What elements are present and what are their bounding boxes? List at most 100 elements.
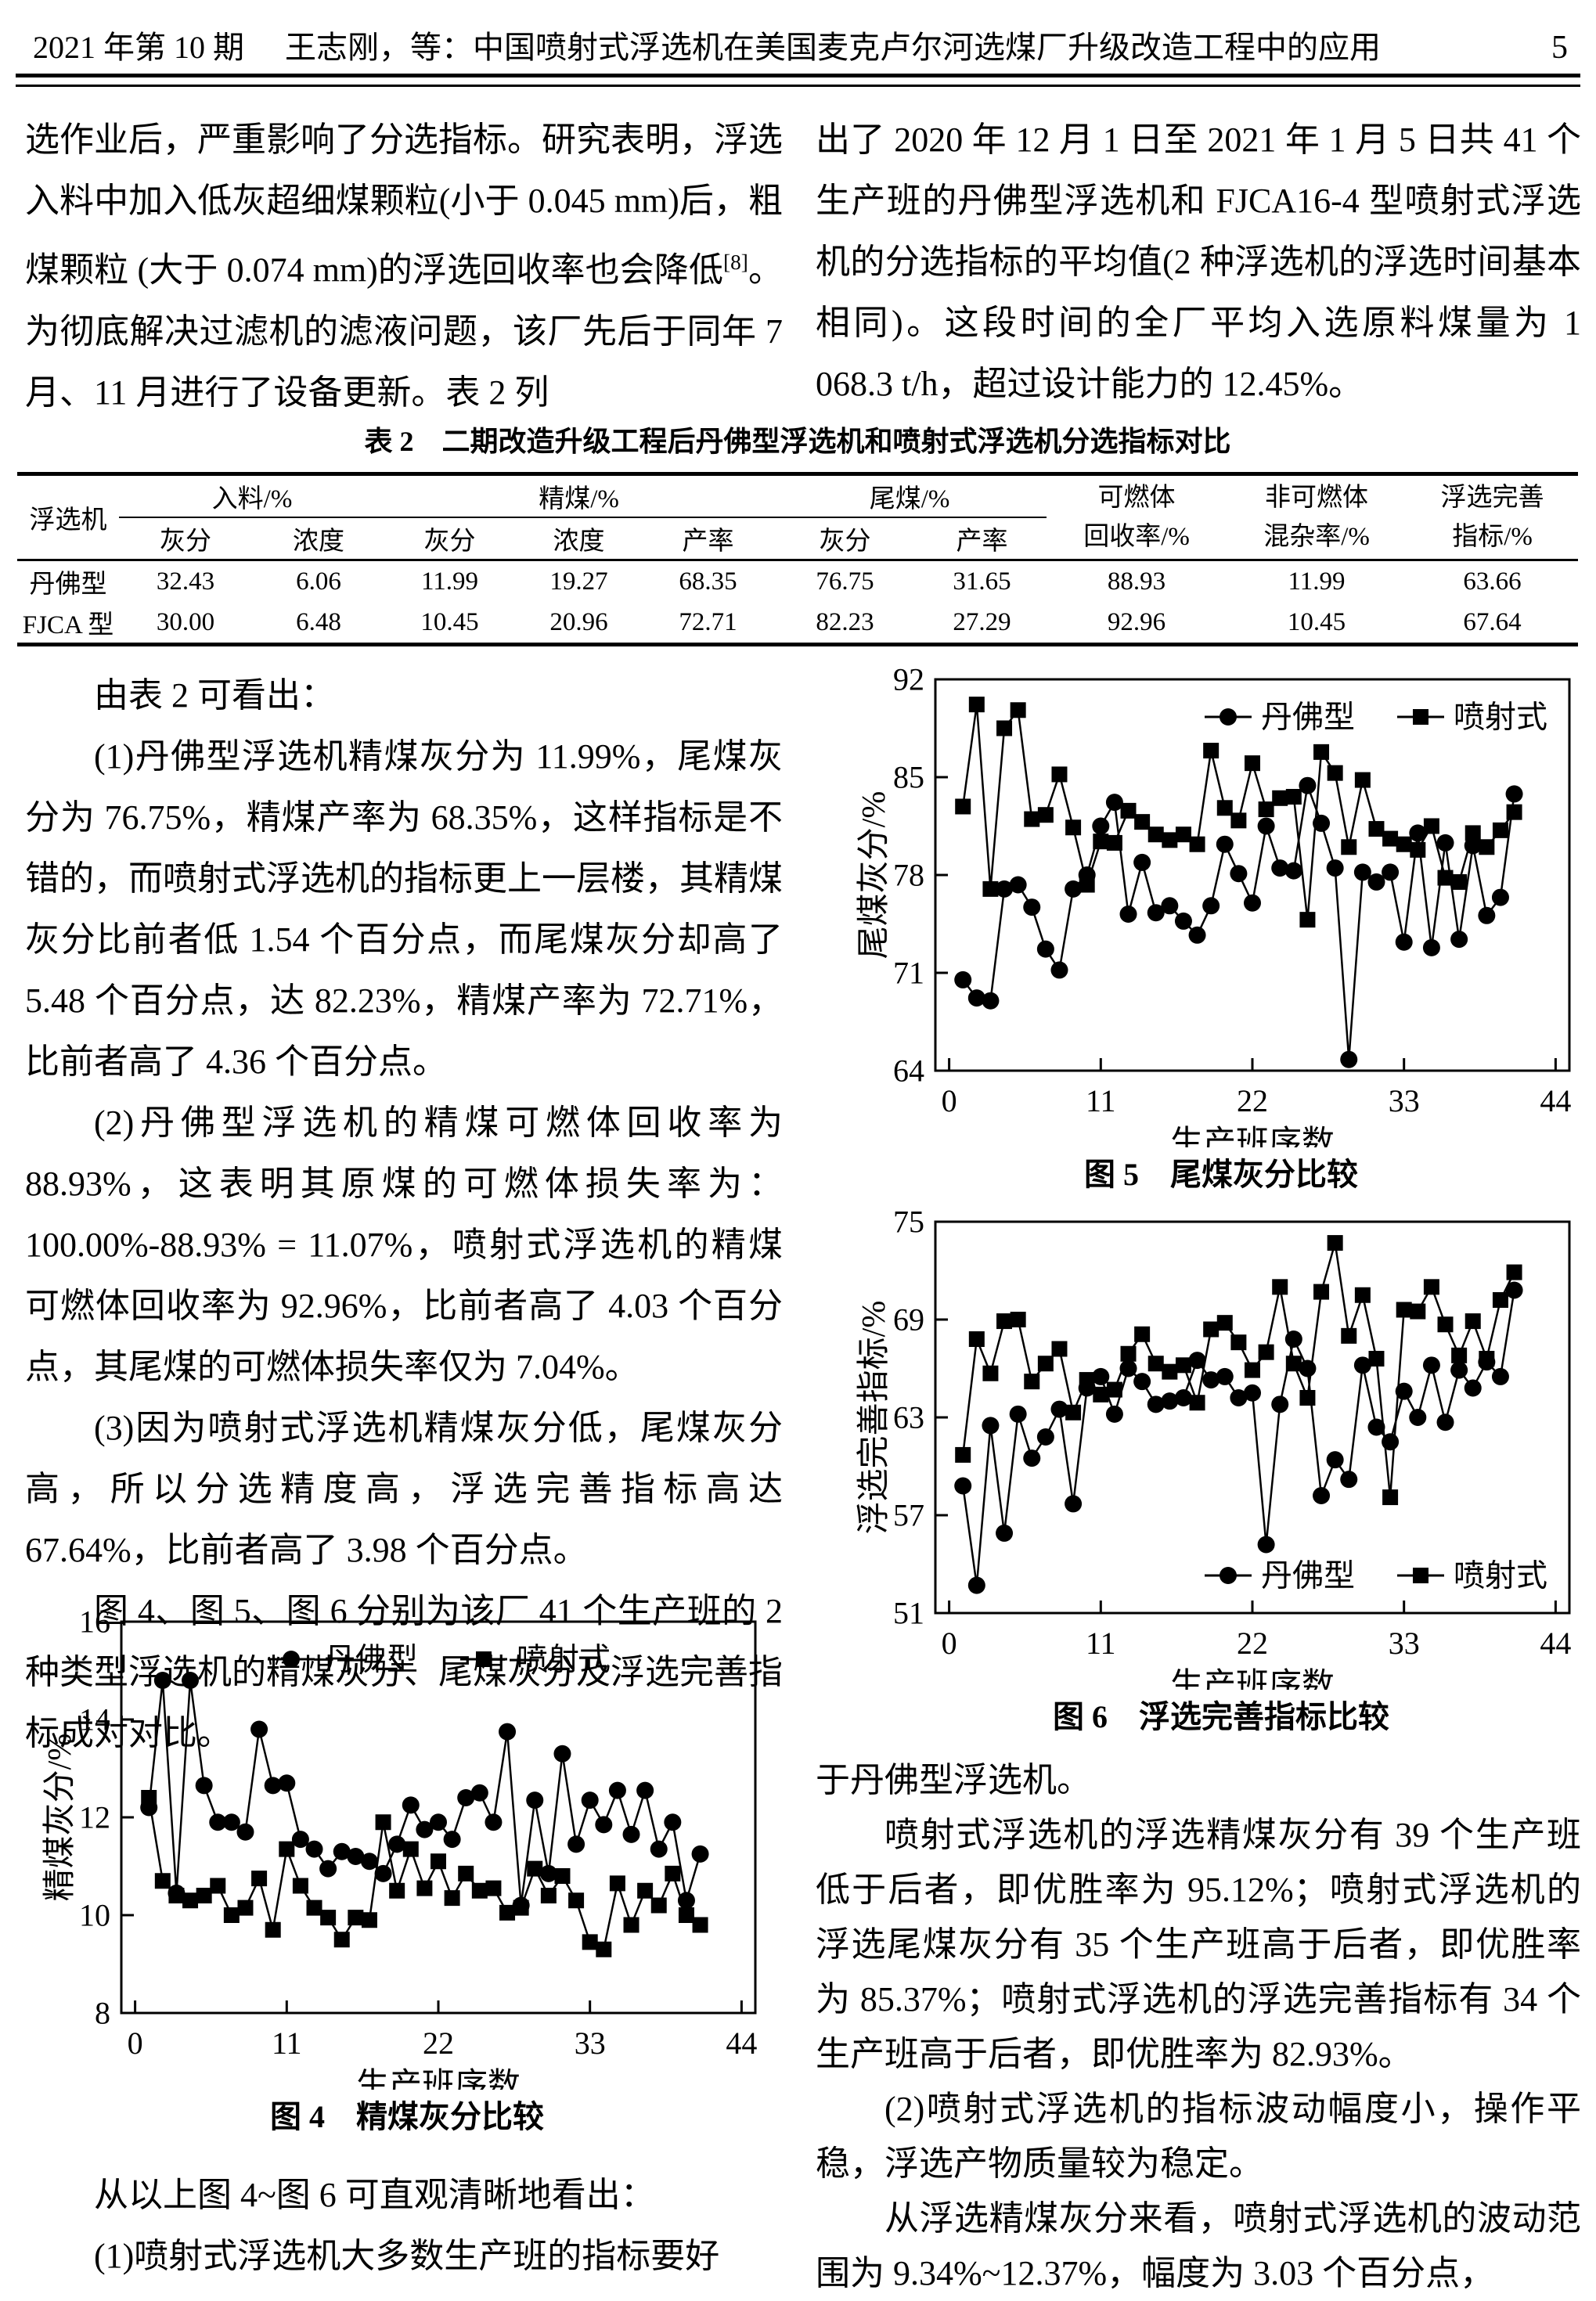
journal-issue: 2021 年第 10 期 [33,30,244,65]
data-point [1120,1345,1137,1362]
series-丹佛型 [140,1672,709,1914]
col-header-tailings-yield: 产率 [917,517,1047,561]
table-row: FJCA 型 30.00 6.48 10.45 20.96 72.71 82.23 27.29… [17,602,1578,645]
data-point [251,1871,268,1887]
cell-machine: FJCA 型 [22,611,114,639]
figure-caption: 图 4 精煤灰分比较 [270,2099,544,2134]
table-2: 浮选机 入料/% 精煤/% 尾煤/% 可燃体 回收率/% 非可燃体 混杂率/% … [17,472,1579,646]
legend: 丹佛型 喷射式 [1205,700,1547,735]
legend-label: 喷射式 [517,1642,611,1677]
data-point [1093,1386,1109,1403]
data-point [196,1888,212,1903]
left-column-discussion: 由表 2 可看出： (1)丹佛型浮选机精煤灰分为 11.99%，尾煤灰分为 76.… [25,665,783,1764]
data-point [1009,1405,1027,1423]
fig4-plot: 8 10 12 14 16 0 11 22 33 44 精煤灰分/% 生产班序数 丹佛型 喷射式 [42,1609,757,2090]
data-point [1092,817,1110,835]
data-point [1437,870,1454,886]
data-point [1230,1389,1248,1406]
data-point [1133,853,1151,871]
y-axis-title: 浮选完善指标/% [856,1301,892,1535]
data-point [1271,1395,1289,1413]
data-point [1423,818,1439,834]
x-tick-label: 0 [128,2026,143,2061]
data-point [457,1789,475,1806]
data-point [320,1910,337,1926]
col-header-clean-yield: 产率 [643,517,773,561]
paragraph: (2)丹佛型浮选机的精煤可燃体回收率为 88.93%，这表明其原煤的可燃体损失率… [25,1104,783,1386]
paragraph: 从浮选精煤灰分来看，喷射式浮选机的波动范围为 9.34%~12.37%，幅度为 … [816,2199,1581,2292]
data-point [1147,1356,1164,1372]
figure-5: 64 71 78 85 92 0 11 22 33 44 尾煤灰分/% 生产班序数 丹佛型 喷射式 图 5… [849,667,1593,1194]
x-tick-label: 11 [272,2026,302,2061]
data-point [1202,1371,1220,1389]
paragraph: 从以上图 4~图 6 可直观清晰地看出： [94,2176,655,2214]
data-point [222,1813,240,1831]
data-point [1491,1367,1509,1385]
data-point [1341,839,1357,855]
x-tick-label: 22 [1237,1626,1268,1661]
data-point [1396,1302,1412,1318]
col-header-noncombustible-contamination: 非可燃体 混杂率/% [1227,474,1407,561]
data-point [609,1875,625,1892]
data-point [1147,826,1164,843]
data-point [1230,1334,1247,1351]
data-point [278,1774,296,1792]
y-tick-label: 14 [79,1702,110,1737]
data-point [1491,888,1509,906]
data-point [1505,785,1523,803]
data-point [1478,906,1496,924]
y-axis-title: 精煤灰分/% [42,1734,78,1902]
cell-value: 10.45 [1287,607,1346,636]
data-point [1106,1381,1122,1398]
series-丹佛型 [954,776,1523,1068]
data-point [1189,1395,1205,1411]
data-point [431,1853,446,1870]
data-point [982,992,1000,1010]
data-point [1450,931,1468,949]
data-point [1051,766,1068,783]
data-point [1134,1326,1151,1342]
data-point [553,1745,571,1763]
data-point [471,1882,488,1899]
data-point [1188,926,1206,944]
data-point [982,1365,999,1381]
data-point [1257,1536,1275,1554]
paragraph: (2)喷射式浮选机的指标波动幅度小，操作平稳，浮选产物质量较为稳定。 [816,2090,1581,2183]
data-point [1065,880,1083,898]
x-tick-label: 33 [575,2026,606,2061]
data-point [153,1672,171,1689]
data-point [596,1941,612,1957]
x-tick-label: 44 [726,2026,757,2061]
cell-value: 19.27 [549,567,608,596]
col-header-feed-concentration: 浓度 [252,517,386,561]
data-point [1065,1404,1082,1421]
data-point [1202,897,1220,915]
legend: 丹佛型 喷射式 [1205,1558,1547,1593]
data-point [1285,1356,1302,1372]
data-point [1216,1367,1234,1385]
data-point [402,1796,420,1814]
data-point [1009,876,1027,894]
data-point [443,1831,461,1849]
data-point [967,1576,985,1594]
data-point [1147,1395,1165,1413]
data-point [608,1781,626,1799]
data-point [1216,800,1233,816]
cell-value: 32.43 [156,567,215,596]
data-point [996,720,1013,736]
data-point [1258,801,1274,818]
series-喷射式 [955,1235,1522,1506]
data-point [664,1813,682,1831]
data-point [996,1524,1014,1542]
data-point [1037,1356,1054,1372]
cell-value: 6.48 [296,607,341,636]
data-point [996,880,1014,898]
data-point [1216,1315,1233,1331]
cell-value: 88.93 [1107,567,1166,596]
paragraph: 选作业后，严重影响了分选指标。研究表明，浮选入料中加入低灰超细煤颗粒(小于 0.… [25,121,783,412]
data-point [1023,898,1041,916]
data-point [485,1880,502,1896]
data-point [1216,835,1234,853]
data-point [1230,812,1247,829]
